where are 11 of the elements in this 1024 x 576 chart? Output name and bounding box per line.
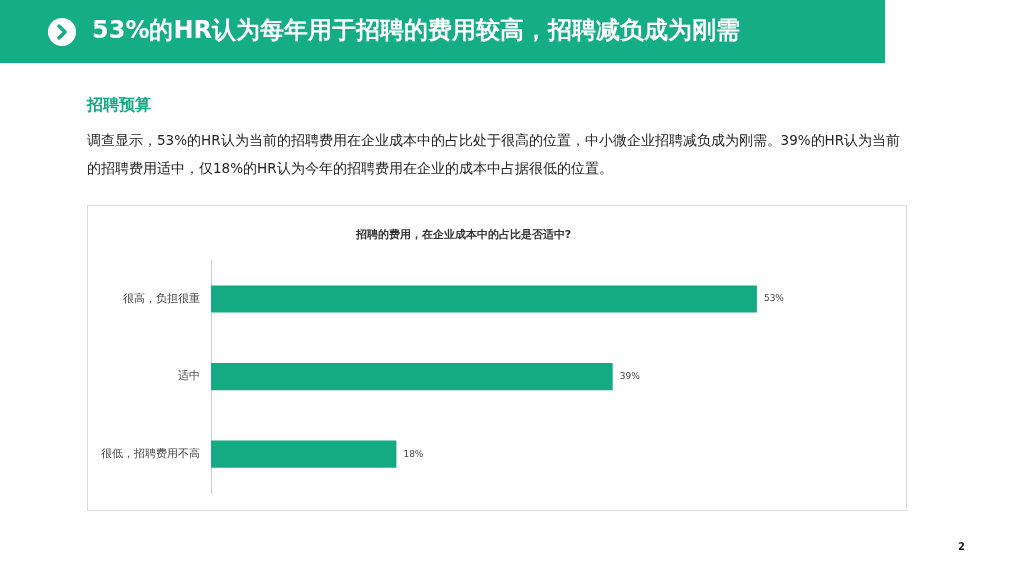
y-tick-label: 很低，招聘费用不高 — [101, 447, 200, 461]
data-label: 39% — [619, 370, 641, 381]
data-label: 18% — [403, 448, 424, 459]
text: 53%的HR认为每年用于招聘的费用较高，招聘减负成为刚需 — [92, 15, 741, 46]
data-label: 53% — [763, 293, 785, 304]
y-tick-label: 适中 — [178, 369, 200, 383]
text: 调查显示，53%的HR认为当前的招聘费用在企业成本中的占比处于很高的位置，中小微企业招聘减负成为刚需。39%的HR认为当前的招聘费用适中，仅18%的HR认为今年的招聘费用在企业的成本中占据很低的位置。 — [87, 131, 902, 178]
text: 招聘预算 — [87, 95, 151, 116]
chart-title: 招聘的费用，在企业成本中的占比是否适中? — [354, 228, 572, 242]
text: 2 — [958, 541, 965, 552]
y-tick-label: 很高，负担很重 — [123, 291, 200, 305]
